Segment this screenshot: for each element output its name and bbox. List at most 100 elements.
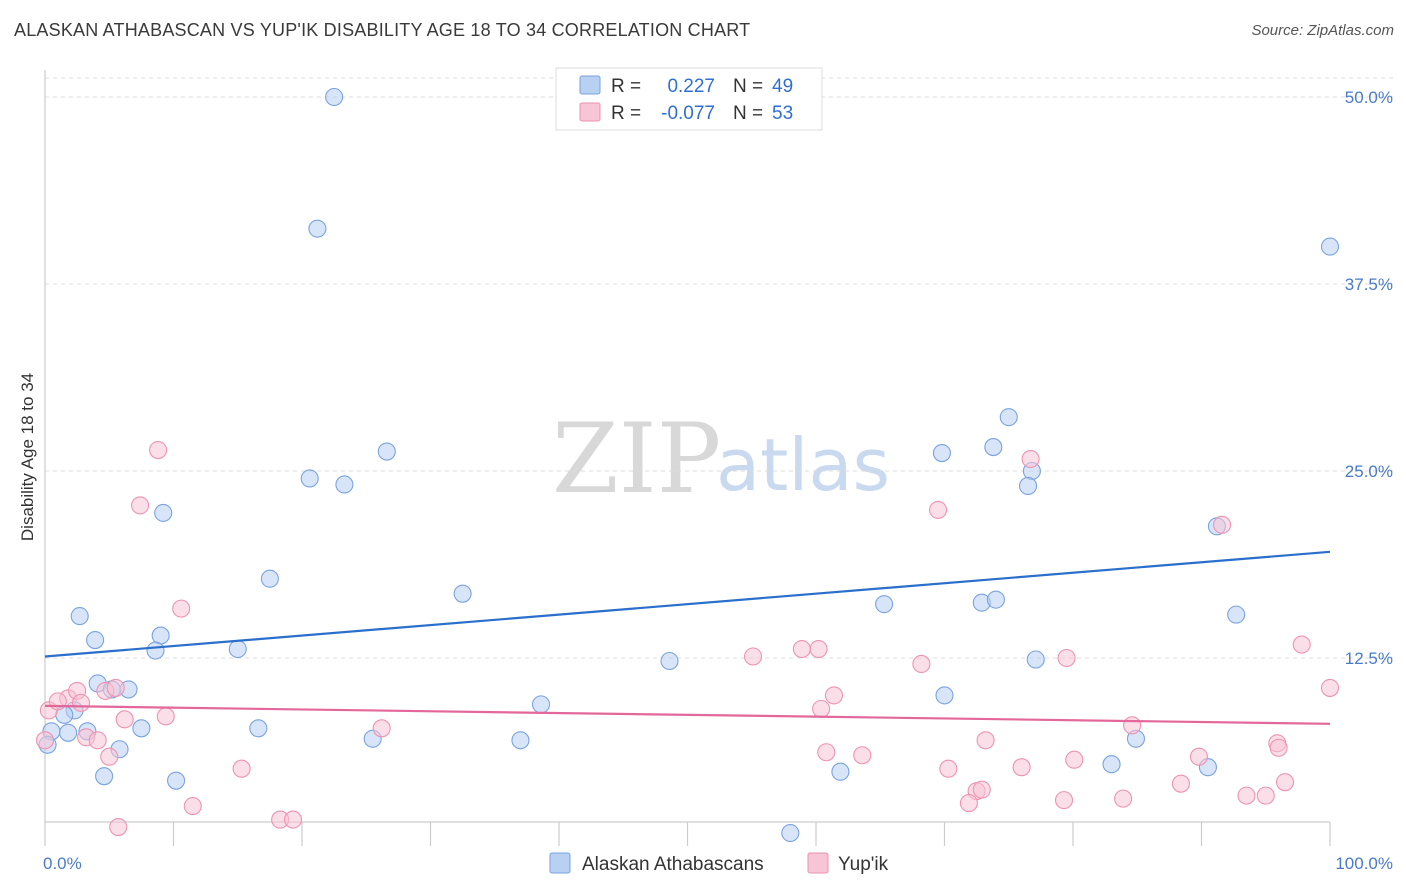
yupik-point-8 bbox=[809, 639, 828, 659]
yupik-trend-line bbox=[44, 704, 1331, 725]
yupik-point-39 bbox=[1171, 774, 1190, 793]
alaskan-point-5 bbox=[377, 442, 396, 461]
alaskan-point-23 bbox=[228, 639, 247, 659]
yupik-point-29 bbox=[817, 743, 836, 762]
yupik-point-37 bbox=[939, 759, 958, 778]
legend-n-value-blue: 49 bbox=[772, 76, 793, 97]
yupik-point-9 bbox=[743, 647, 763, 666]
alaskan-point-10 bbox=[1018, 476, 1038, 496]
yupik-point-52 bbox=[35, 731, 55, 750]
grid-lines bbox=[45, 77, 1394, 659]
alaskan-point-14 bbox=[453, 584, 472, 603]
yupik-point-45 bbox=[1256, 786, 1275, 805]
yupik-point-35 bbox=[1189, 747, 1208, 766]
legend-box: R = 0.227 N = 49 R = -0.077 N = 53 bbox=[555, 67, 823, 131]
yupik-point-46 bbox=[183, 797, 202, 816]
yupik-point-25 bbox=[1123, 716, 1142, 735]
alaskan-point-45 bbox=[831, 762, 850, 781]
yupik-point-24 bbox=[372, 719, 391, 738]
watermark-atlas: atlas bbox=[716, 423, 890, 507]
alaskan-point-8 bbox=[335, 475, 354, 494]
alaskan-point-15 bbox=[70, 607, 89, 626]
y-tick-label-3: 50.0% bbox=[1345, 88, 1393, 107]
alaskan-point-2 bbox=[1320, 237, 1340, 256]
x-tick-label-1: 100.0% bbox=[1335, 854, 1393, 873]
yupik-point-4 bbox=[1213, 515, 1232, 534]
bottom-legend: Alaskan Athabascans Yup'ik bbox=[549, 852, 889, 875]
yupik-point-33 bbox=[1269, 738, 1288, 757]
legend-n-label-blue: N = bbox=[733, 76, 763, 97]
bottom-legend-label-yupik: Yup'ik bbox=[838, 854, 889, 875]
alaskan-point-31 bbox=[531, 695, 551, 714]
source-credit: Source: ZipAtlas.com bbox=[1251, 22, 1394, 39]
yupik-point-17 bbox=[106, 678, 125, 697]
alaskan-point-29 bbox=[935, 686, 954, 705]
yupik-point-5 bbox=[172, 599, 191, 618]
legend-n-label-pink: N = bbox=[733, 103, 763, 124]
alaskan-point-13 bbox=[260, 569, 279, 588]
alaskan-point-11 bbox=[154, 503, 173, 522]
yupik-point-15 bbox=[71, 693, 91, 712]
yupik-point-19 bbox=[812, 699, 831, 718]
yupik-point-50 bbox=[283, 810, 303, 829]
yupik-point-42 bbox=[972, 780, 991, 799]
yupik-point-22 bbox=[115, 710, 134, 729]
legend-n-value-pink: 53 bbox=[772, 103, 793, 124]
series-alaskan-points bbox=[38, 87, 1340, 843]
bottom-legend-label-alaskan: Alaskan Athabascans bbox=[582, 854, 764, 875]
alaskan-point-22 bbox=[146, 641, 165, 660]
yupik-point-0 bbox=[149, 441, 168, 460]
yupik-point-12 bbox=[1320, 678, 1340, 697]
yupik-point-21 bbox=[48, 692, 67, 711]
bottom-legend-swatch-blue bbox=[549, 852, 571, 874]
chart-title: ALASKAN ATHABASCAN VS YUP'IK DISABILITY … bbox=[14, 20, 751, 40]
alaskan-point-35 bbox=[132, 719, 151, 738]
x-tick-label-0: 0.0% bbox=[43, 854, 82, 873]
legend-r-value-pink: -0.077 bbox=[661, 103, 715, 124]
alaskan-point-24 bbox=[660, 651, 679, 671]
y-tick-label-1: 25.0% bbox=[1345, 462, 1393, 481]
alaskan-point-16 bbox=[1227, 605, 1246, 624]
yupik-point-44 bbox=[1237, 786, 1256, 805]
legend-swatch-blue bbox=[579, 75, 601, 95]
alaskan-point-38 bbox=[511, 731, 530, 750]
alaskan-point-1 bbox=[308, 219, 327, 238]
yupik-point-38 bbox=[1012, 758, 1031, 777]
alaskan-point-25 bbox=[1026, 650, 1045, 669]
y-axis-label: Disability Age 18 to 34 bbox=[18, 373, 37, 541]
yupik-point-40 bbox=[1275, 773, 1295, 792]
y-tick-labels: 12.5% 25.0% 37.5% 50.0% bbox=[1345, 88, 1393, 668]
yupik-point-34 bbox=[1065, 750, 1084, 769]
legend-r-value-blue: 0.227 bbox=[667, 76, 715, 97]
yupik-point-47 bbox=[959, 794, 978, 813]
alaskan-point-46 bbox=[781, 823, 800, 843]
yupik-point-48 bbox=[1054, 791, 1074, 810]
legend-r-label-blue: R = bbox=[611, 76, 641, 97]
alaskan-trend-line bbox=[44, 550, 1331, 658]
bottom-legend-swatch-pink bbox=[807, 852, 829, 874]
alaskan-point-4 bbox=[984, 438, 1003, 457]
yupik-point-10 bbox=[912, 654, 931, 674]
axes bbox=[44, 70, 1331, 846]
yupik-point-3 bbox=[929, 500, 948, 519]
trend-lines bbox=[44, 550, 1331, 725]
yupik-point-23 bbox=[156, 707, 175, 726]
alaskan-point-20 bbox=[86, 630, 105, 650]
y-tick-label-0: 12.5% bbox=[1345, 649, 1393, 668]
yupik-point-27 bbox=[88, 731, 107, 750]
alaskan-point-3 bbox=[999, 408, 1018, 427]
watermark-zip: ZIP bbox=[552, 403, 721, 515]
yupik-point-2 bbox=[131, 496, 150, 515]
alaskan-point-33 bbox=[59, 723, 78, 742]
legend-r-label-pink: R = bbox=[611, 103, 641, 124]
x-tick-labels: 0.0% 100.0% bbox=[43, 854, 1393, 873]
legend-swatch-pink bbox=[579, 102, 601, 122]
alaskan-point-43 bbox=[95, 767, 114, 786]
alaskan-point-41 bbox=[1102, 755, 1121, 774]
alaskan-point-36 bbox=[249, 719, 268, 738]
yupik-point-18 bbox=[824, 686, 844, 705]
yupik-point-1 bbox=[1021, 449, 1040, 469]
yupik-point-30 bbox=[853, 746, 872, 765]
alaskan-point-6 bbox=[932, 443, 951, 463]
yupik-point-36 bbox=[232, 759, 251, 778]
